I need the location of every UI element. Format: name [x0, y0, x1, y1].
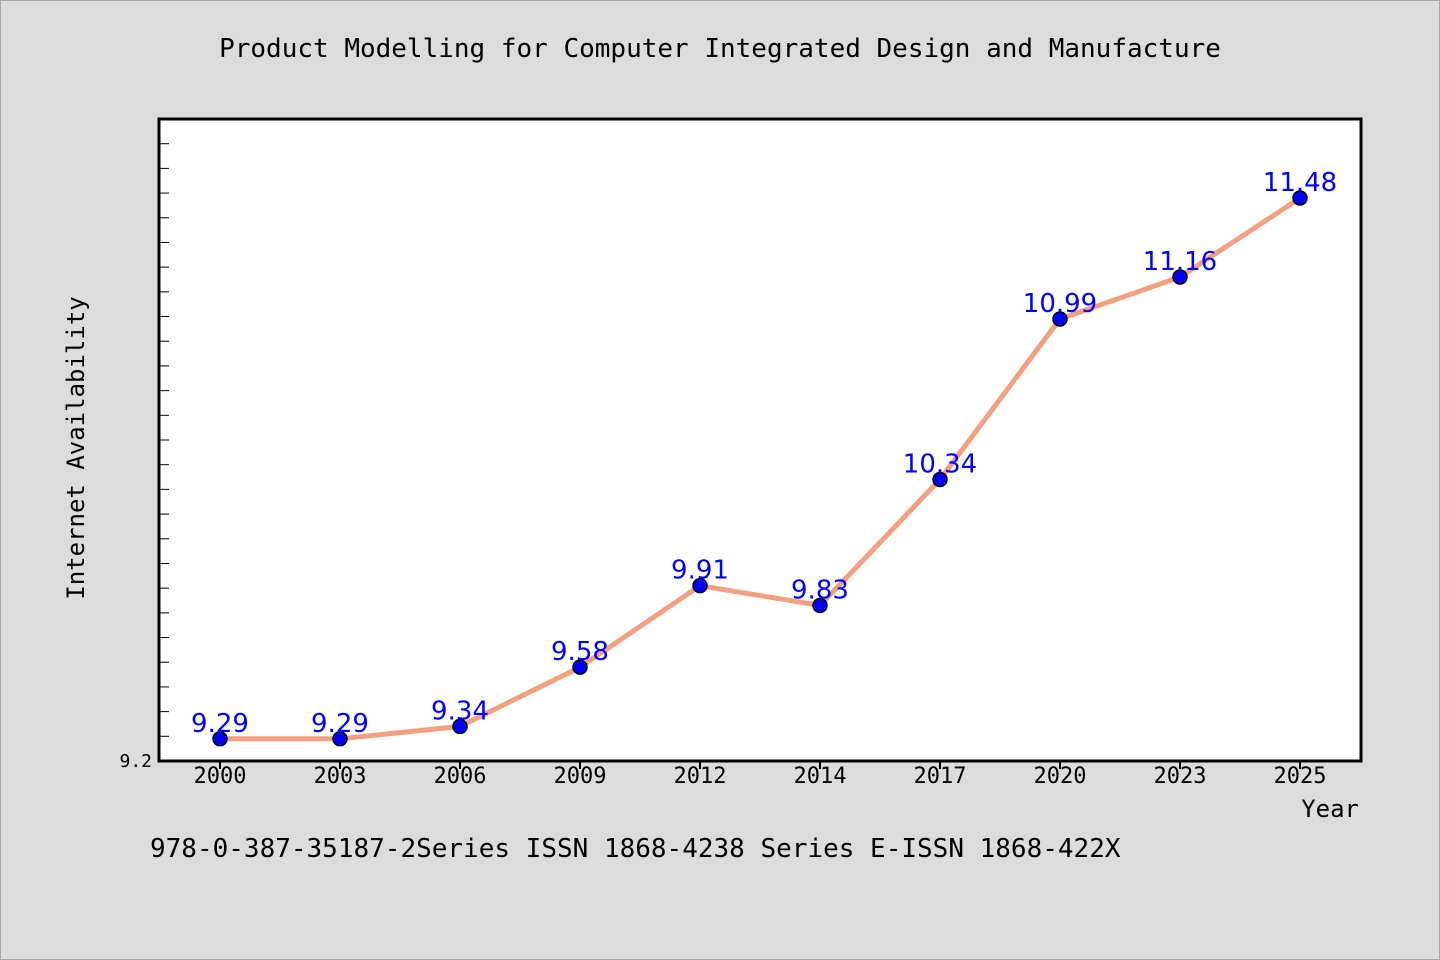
x-axis-ticks: 2000 2003 2006 2009 2012 2014 2017 2020 2023 2025 — [194, 761, 1327, 789]
series-line — [217, 195, 1303, 742]
x-axis-label: Year — [1301, 795, 1359, 823]
data-label: 9.34 — [431, 696, 489, 726]
data-label: 9.29 — [311, 709, 369, 739]
x-tick-label: 2003 — [314, 764, 367, 789]
data-label: 10.34 — [903, 450, 977, 480]
x-tick-label: 2012 — [674, 764, 727, 789]
data-point — [452, 718, 468, 735]
data-label: 9.83 — [791, 575, 849, 605]
x-tick-label: 2025 — [1274, 764, 1327, 789]
data-point — [332, 731, 348, 747]
y-axis-ticks — [159, 143, 169, 737]
data-label: 9.29 — [191, 709, 249, 739]
data-point — [812, 597, 828, 614]
x-tick-label: 2000 — [194, 764, 247, 789]
data-point — [692, 577, 708, 594]
data-point — [572, 659, 588, 675]
data-point — [1292, 190, 1308, 206]
series-markers — [212, 190, 1308, 747]
data-label: 9.58 — [551, 637, 609, 667]
footnote-isbn: 978-0-387-35187-2Series ISSN 1868-4238 S… — [150, 834, 1121, 864]
x-tick-label: 2017 — [914, 764, 967, 789]
data-point — [1052, 311, 1068, 327]
data-labels: 9.29 9.29 9.34 9.58 9.91 9.83 10.34 10.99 11.16 1… — [191, 168, 1337, 739]
chart-title: Product Modelling for Computer Integrate… — [219, 34, 1221, 64]
y-tick-label: 9.2 — [119, 751, 152, 772]
data-point — [932, 471, 948, 488]
data-label: 10.99 — [1023, 289, 1097, 319]
data-point — [1172, 269, 1188, 285]
y-axis-label: Internet Availability — [62, 296, 90, 599]
data-label: 11.48 — [1263, 168, 1337, 198]
x-tick-label: 2014 — [794, 764, 847, 789]
data-point — [212, 731, 228, 747]
x-tick-label: 2020 — [1034, 764, 1087, 789]
data-label: 11.16 — [1143, 247, 1217, 277]
data-label: 9.91 — [671, 556, 729, 586]
x-tick-label: 2023 — [1154, 764, 1207, 789]
x-tick-label: 2006 — [434, 764, 487, 789]
plot-area — [157, 117, 1363, 763]
x-tick-label: 2009 — [554, 764, 607, 789]
